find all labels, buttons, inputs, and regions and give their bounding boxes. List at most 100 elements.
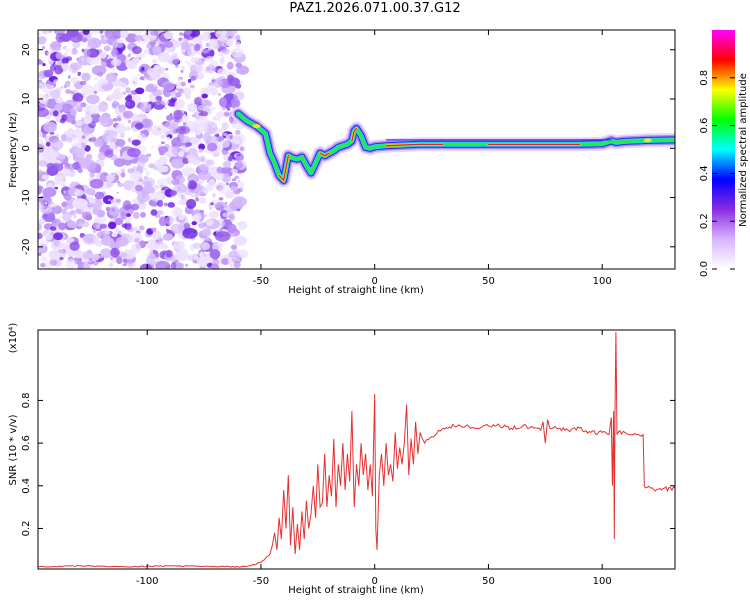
noise-speck bbox=[61, 86, 64, 89]
noise-speck bbox=[216, 183, 219, 187]
noise-speck bbox=[158, 216, 167, 227]
snr-x-axis-label: Height of straight line (km) bbox=[288, 585, 424, 596]
noise-speck bbox=[180, 146, 188, 153]
noise-speck bbox=[148, 249, 154, 254]
noise-speck bbox=[72, 92, 84, 103]
noise-speck bbox=[108, 221, 117, 230]
noise-speck bbox=[198, 185, 207, 196]
noise-speck bbox=[126, 224, 132, 231]
noise-speck bbox=[165, 45, 174, 54]
snr-x-tick-label: 50 bbox=[482, 576, 495, 587]
noise-speck bbox=[143, 167, 148, 171]
noise-speck bbox=[66, 163, 76, 170]
noise-speck bbox=[117, 182, 124, 187]
noise-speck bbox=[235, 83, 242, 89]
noise-speck bbox=[104, 30, 116, 39]
noise-speck bbox=[196, 214, 202, 220]
noise-speck bbox=[159, 184, 164, 188]
noise-speck bbox=[111, 49, 119, 57]
colorbar-tick-label: 0.0 bbox=[699, 261, 710, 277]
colorbar-tick-label: 0.6 bbox=[699, 118, 710, 134]
noise-speck bbox=[155, 100, 162, 106]
noise-speck bbox=[143, 49, 150, 55]
noise-speck bbox=[141, 66, 145, 71]
noise-speck bbox=[233, 91, 245, 101]
noise-speck bbox=[50, 89, 61, 99]
noise-speck bbox=[114, 217, 124, 226]
noise-speck bbox=[191, 221, 197, 226]
noise-speck bbox=[146, 255, 159, 266]
noise-speck bbox=[167, 202, 175, 208]
noise-speck bbox=[197, 171, 212, 181]
noise-speck bbox=[125, 33, 138, 43]
noise-speck bbox=[156, 210, 164, 216]
noise-speck bbox=[71, 119, 77, 125]
noise-speck bbox=[131, 139, 141, 146]
noise-speck bbox=[59, 256, 64, 261]
noise-speck bbox=[157, 52, 171, 63]
noise-speck bbox=[158, 189, 166, 195]
noise-speck bbox=[38, 82, 42, 86]
noise-speck bbox=[194, 191, 200, 198]
noise-speck bbox=[120, 33, 124, 37]
noise-speck bbox=[38, 232, 43, 240]
noise-speck bbox=[38, 201, 42, 209]
noise-speck bbox=[212, 171, 225, 181]
noise-speck bbox=[184, 263, 189, 267]
noise-speck bbox=[218, 197, 224, 201]
noise-speck bbox=[205, 42, 210, 47]
noise-speck bbox=[120, 252, 128, 258]
noise-speck bbox=[155, 196, 158, 199]
noise-speck bbox=[113, 100, 118, 105]
noise-speck bbox=[115, 236, 129, 247]
noise-speck bbox=[166, 136, 171, 140]
noise-speck bbox=[160, 134, 167, 139]
noise-speck bbox=[91, 65, 107, 76]
noise-speck bbox=[175, 81, 182, 89]
noise-speck bbox=[132, 80, 135, 84]
noise-speck bbox=[213, 78, 223, 88]
noise-speck bbox=[61, 201, 68, 208]
noise-speck bbox=[214, 201, 227, 210]
noise-speck bbox=[79, 233, 84, 237]
noise-speck bbox=[110, 58, 122, 67]
noise-speck bbox=[83, 115, 93, 124]
noise-speck bbox=[172, 158, 177, 164]
noise-speck bbox=[221, 258, 230, 265]
noise-speck bbox=[86, 104, 102, 115]
noise-speck bbox=[63, 52, 68, 57]
noise-speck bbox=[221, 122, 229, 131]
noise-speck bbox=[115, 123, 126, 134]
noise-speck bbox=[99, 74, 102, 78]
noise-speck bbox=[82, 221, 90, 228]
noise-speck bbox=[100, 236, 115, 246]
noise-speck bbox=[201, 99, 213, 108]
noise-speck bbox=[222, 152, 227, 156]
noise-speck bbox=[61, 57, 69, 64]
noise-speck bbox=[80, 142, 87, 149]
noise-speck bbox=[230, 185, 238, 192]
noise-speck bbox=[110, 247, 120, 258]
noise-speck bbox=[98, 78, 109, 86]
noise-speck bbox=[155, 165, 167, 173]
noise-speck bbox=[99, 223, 107, 229]
noise-speck bbox=[195, 197, 199, 202]
noise-speck bbox=[212, 107, 217, 110]
noise-speck bbox=[150, 145, 155, 149]
noise-speck bbox=[45, 179, 50, 182]
noise-speck bbox=[73, 214, 77, 219]
noise-speck bbox=[153, 184, 160, 190]
noise-speck bbox=[223, 111, 230, 116]
noise-speck bbox=[53, 79, 60, 84]
noise-speck bbox=[198, 112, 204, 116]
noise-speck bbox=[42, 63, 46, 67]
noise-speck bbox=[228, 172, 233, 177]
noise-speck bbox=[120, 211, 127, 220]
noise-speck bbox=[97, 151, 107, 161]
noise-speck bbox=[162, 233, 174, 241]
noise-speck bbox=[60, 175, 65, 181]
noise-speck bbox=[110, 142, 115, 146]
noise-speck bbox=[222, 212, 229, 217]
noise-speck bbox=[38, 58, 43, 65]
noise-speck bbox=[199, 252, 205, 257]
